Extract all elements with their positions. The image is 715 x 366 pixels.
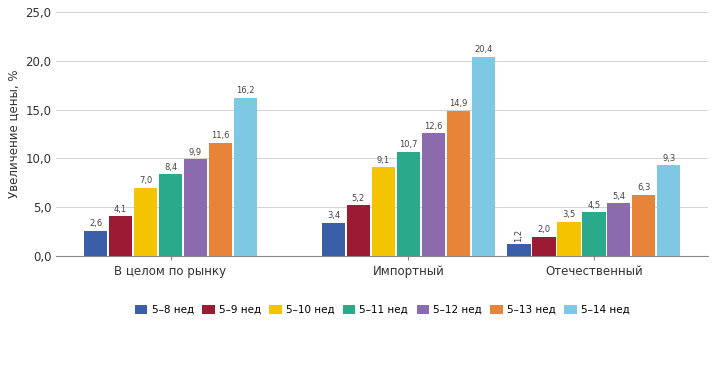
Text: 5,2: 5,2	[352, 194, 365, 203]
Bar	[159, 174, 182, 256]
Text: 2,6: 2,6	[89, 219, 102, 228]
Bar	[372, 167, 395, 256]
Text: 1,2: 1,2	[515, 229, 523, 242]
Bar	[632, 195, 656, 256]
Text: 3,5: 3,5	[562, 210, 576, 220]
Text: 11,6: 11,6	[211, 131, 230, 140]
Bar	[134, 188, 157, 256]
Bar	[472, 57, 495, 256]
Text: 8,4: 8,4	[164, 163, 177, 172]
Text: 2,0: 2,0	[538, 225, 551, 234]
Text: 7,0: 7,0	[139, 176, 152, 185]
Text: 3,4: 3,4	[327, 212, 340, 220]
Text: 14,9: 14,9	[449, 99, 468, 108]
Bar	[209, 143, 232, 256]
Bar	[508, 244, 531, 256]
Bar	[397, 152, 420, 256]
Bar	[109, 216, 132, 256]
Text: 20,4: 20,4	[474, 45, 493, 55]
Text: 4,5: 4,5	[587, 201, 601, 210]
Text: 12,6: 12,6	[424, 122, 443, 131]
Bar	[447, 111, 470, 256]
Bar	[557, 222, 581, 256]
Legend: 5–8 нед, 5–9 нед, 5–10 нед, 5–11 нед, 5–12 нед, 5–13 нед, 5–14 нед: 5–8 нед, 5–9 нед, 5–10 нед, 5–11 нед, 5–…	[131, 301, 633, 319]
Bar	[607, 203, 631, 256]
Text: 16,2: 16,2	[236, 86, 255, 96]
Text: 6,3: 6,3	[637, 183, 651, 192]
Bar	[84, 231, 107, 256]
Bar	[322, 223, 345, 256]
Text: 9,3: 9,3	[662, 154, 676, 163]
Text: 5,4: 5,4	[612, 192, 626, 201]
Bar	[234, 98, 257, 256]
Text: 9,9: 9,9	[189, 148, 202, 157]
Text: 10,7: 10,7	[399, 140, 418, 149]
Bar	[657, 165, 681, 256]
Bar	[422, 133, 445, 256]
Bar	[347, 205, 370, 256]
Text: 9,1: 9,1	[377, 156, 390, 165]
Y-axis label: Увеличение цены, %: Увеличение цены, %	[7, 70, 20, 198]
Bar	[184, 160, 207, 256]
Text: 4,1: 4,1	[114, 205, 127, 214]
Bar	[533, 236, 556, 256]
Bar	[582, 212, 606, 256]
